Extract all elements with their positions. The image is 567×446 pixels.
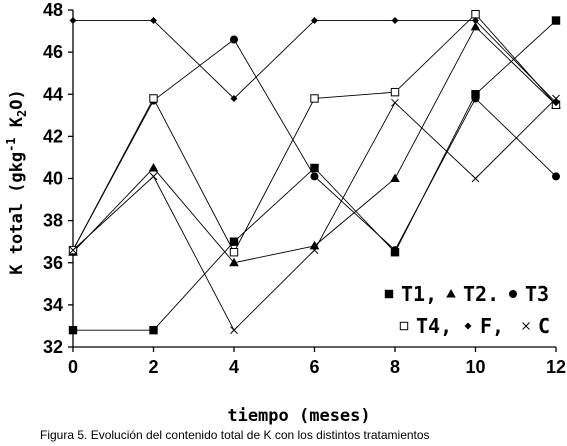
data-point-t2: [309, 240, 320, 250]
data-point-f: [311, 17, 318, 25]
y-tick-label: 36: [43, 253, 63, 273]
series-t1: [68, 16, 561, 335]
data-point-c: [230, 326, 238, 335]
series-line-t3: [72, 38, 557, 251]
y-tick-label: 44: [43, 84, 63, 104]
y-tick-label: 46: [43, 42, 63, 62]
data-point-t4: [390, 87, 400, 97]
data-point-t1: [471, 90, 480, 99]
x-tick-label: 8: [390, 357, 400, 377]
x-tick-label: 0: [68, 357, 78, 377]
data-point-t3: [552, 172, 560, 181]
legend-label-t1: T1,: [401, 282, 437, 306]
series-line-t2: [72, 26, 557, 264]
data-point-f: [472, 17, 479, 25]
data-point-t3: [310, 172, 319, 181]
legend-label-f: F,: [480, 314, 504, 338]
data-point-t4: [310, 94, 319, 103]
data-point-t4: [149, 94, 158, 103]
chart-series: [68, 10, 561, 335]
data-point-f: [230, 94, 238, 102]
data-point-f: [150, 17, 157, 25]
y-axis-title: K total (gkg-1 K2O): [4, 89, 29, 274]
legend-marker-t4: [399, 321, 409, 331]
data-point-t2: [470, 21, 481, 31]
data-point-c: [310, 246, 319, 254]
y-axis-title-main: K total (gkg: [7, 152, 27, 275]
legend-marker-f: [464, 322, 472, 330]
data-point-c: [69, 246, 77, 254]
legend-label-t2: T2.: [463, 282, 499, 306]
series-f: [69, 17, 560, 107]
data-point-t3: [230, 35, 238, 44]
series-line-f: [73, 20, 557, 103]
data-point-t1: [149, 325, 158, 335]
x-tick-label: 12: [546, 357, 566, 377]
data-point-t3: [471, 94, 480, 103]
series-c: [69, 94, 560, 335]
y-tick-label: 38: [43, 211, 63, 231]
data-point-t2: [229, 257, 239, 267]
legend: T1, T2. T3 T4, F, C: [384, 282, 550, 338]
data-point-c: [149, 172, 158, 181]
data-point-f: [391, 17, 399, 25]
data-point-t1: [68, 325, 78, 335]
legend-marker-t2: [446, 289, 456, 298]
data-point-t3: [391, 246, 399, 255]
x-axis-title: tiempo (meses): [227, 406, 370, 426]
data-point-c: [471, 174, 480, 183]
y-axis-title-sub: 2: [15, 110, 29, 117]
y-tick-label: 34: [43, 295, 63, 315]
data-point-t2: [390, 173, 400, 182]
x-tick-label: 10: [465, 357, 485, 377]
y-tick-label: 32: [43, 337, 63, 357]
data-point-t2: [148, 162, 159, 172]
series-line-t4: [72, 13, 557, 254]
data-point-c: [391, 98, 399, 107]
data-point-t1: [310, 163, 319, 173]
data-point-f: [69, 17, 77, 25]
x-tick-label: 2: [148, 357, 158, 377]
figure-caption: Figura 5. Evolución del contenido total …: [40, 428, 430, 442]
legend-marker-c: [522, 322, 530, 330]
legend-label-t3: T3: [525, 282, 549, 306]
data-point-f: [552, 99, 560, 107]
y-tick-label: 48: [43, 0, 63, 20]
data-point-t1: [551, 16, 561, 25]
legend-marker-t3: [509, 290, 517, 298]
x-tick-label: 6: [309, 357, 319, 377]
y-tick-label: 42: [43, 126, 63, 146]
data-point-t4: [229, 248, 239, 257]
legend-label-c: C: [538, 314, 550, 338]
legend-label-t4: T4,: [416, 314, 452, 338]
y-axis-title-mid: K: [7, 116, 27, 137]
y-axis-title-sup: -1: [4, 137, 18, 151]
series-t4: [68, 10, 561, 257]
y-axis-title-end: O): [7, 89, 27, 109]
data-point-t1: [229, 237, 239, 246]
legend-marker-t1: [384, 289, 394, 299]
svg-text:K total (gkg-1 K2O): K total (gkg-1 K2O): [4, 89, 29, 274]
series-t3: [69, 35, 560, 255]
data-point-t4: [471, 10, 480, 19]
y-tick-label: 40: [43, 169, 63, 189]
data-point-c: [552, 94, 560, 103]
x-tick-label: 4: [229, 357, 239, 377]
series-t2: [68, 21, 561, 267]
